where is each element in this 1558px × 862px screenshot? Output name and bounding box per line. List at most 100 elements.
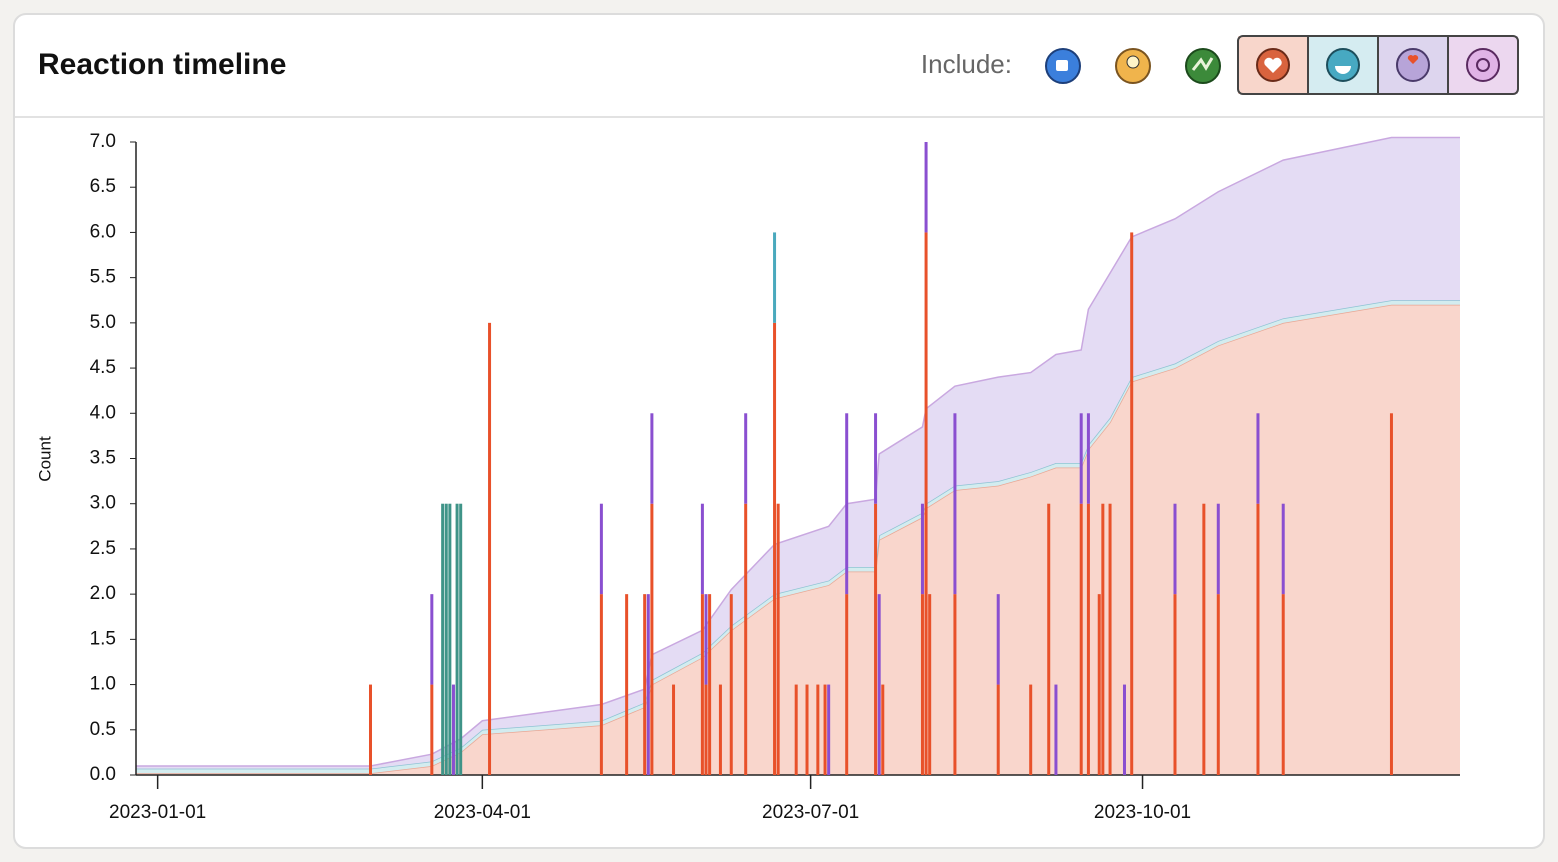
like-glyph: [1056, 60, 1068, 71]
bar: [845, 594, 849, 775]
bar: [877, 594, 881, 775]
bulb-glyph: [1126, 55, 1140, 69]
bar: [1281, 503, 1285, 595]
bar: [773, 232, 777, 323]
bar: [805, 684, 809, 775]
bar: [996, 684, 1000, 775]
bar: [448, 503, 452, 775]
bar: [1101, 503, 1105, 775]
y-tick-label: 2.0: [90, 583, 116, 604]
bar: [1202, 503, 1206, 775]
y-tick-label: 5.5: [90, 267, 116, 288]
bar: [924, 232, 928, 775]
bar: [827, 684, 831, 775]
bar: [1173, 594, 1177, 775]
bar: [1173, 503, 1177, 595]
bar: [928, 594, 932, 775]
bar: [1256, 503, 1260, 775]
bar: [1029, 684, 1033, 775]
smile-glyph: [1335, 66, 1351, 74]
bar: [1054, 684, 1058, 775]
bar: [441, 503, 445, 775]
reaction-toggle-like[interactable]: [1045, 48, 1081, 84]
bar: [599, 594, 603, 775]
bar: [1047, 503, 1051, 775]
support-glyph: [1407, 55, 1419, 64]
bar: [599, 503, 603, 595]
bar: [729, 594, 733, 775]
bar: [794, 684, 798, 775]
bar: [816, 684, 820, 775]
x-tick-label: 2023-04-01: [434, 802, 531, 823]
x-tick-label: 2023-01-01: [109, 802, 206, 823]
bar: [672, 684, 676, 775]
curious-icon: [1466, 48, 1500, 82]
reaction-toggle-insightful[interactable]: [1115, 48, 1151, 84]
y-tick-label: 6.0: [90, 221, 116, 242]
bar: [1086, 413, 1090, 504]
y-tick-label: 7.0: [90, 131, 116, 152]
bar: [430, 594, 434, 685]
y-tick-label: 4.0: [90, 402, 116, 423]
y-tick-label: 3.5: [90, 448, 116, 469]
bar: [1097, 594, 1101, 775]
y-tick-label: 5.0: [90, 312, 116, 333]
bar: [625, 594, 629, 775]
y-tick-label: 6.5: [90, 176, 116, 197]
bar: [700, 503, 704, 595]
bar: [718, 684, 722, 775]
bar: [744, 503, 748, 775]
area-edge: [136, 136, 1460, 767]
area: [136, 137, 1460, 769]
y-tick-label: 0.5: [90, 719, 116, 740]
reaction-toggle-celebrate[interactable]: [1185, 48, 1221, 84]
bar: [776, 503, 780, 775]
bar: [845, 413, 849, 595]
filter-label: Include:: [921, 49, 1012, 79]
support-icon: [1396, 48, 1430, 82]
bar: [1389, 413, 1393, 775]
bar: [996, 594, 1000, 685]
bar: [650, 503, 654, 775]
bar: [924, 142, 928, 233]
bar: [368, 684, 372, 775]
bar: [953, 413, 957, 595]
bar: [1079, 503, 1083, 775]
bar: [920, 503, 924, 595]
bar: [708, 594, 712, 775]
bar: [430, 684, 434, 775]
bar: [1256, 413, 1260, 504]
bar: [1079, 413, 1083, 504]
bar: [643, 594, 647, 775]
x-tick-label: 2023-10-01: [1094, 802, 1191, 823]
bar: [874, 413, 878, 504]
area: [136, 304, 1460, 775]
bar: [1216, 594, 1220, 775]
bar: [646, 594, 650, 775]
bar: [704, 594, 708, 685]
y-tick-label: 4.5: [90, 357, 116, 378]
bar: [459, 503, 463, 775]
x-tick-label: 2023-07-01: [762, 802, 859, 823]
bar: [444, 503, 448, 775]
curious-glyph: [1476, 58, 1490, 72]
bar: [650, 413, 654, 504]
plot: 0.0 0.5 1.0 1.5 2.0 2.5 3.0 3.5 4.0 4.5 5.0 5.5 6.0 6…: [90, 131, 1460, 823]
bar: [1108, 503, 1112, 775]
bar: [874, 503, 878, 775]
y-tick-label: 0.0: [90, 764, 116, 785]
y-tick-label: 3.0: [90, 493, 116, 514]
bar: [488, 322, 492, 775]
bar: [920, 594, 924, 775]
card-title: Reaction timeline: [38, 48, 286, 81]
bar: [1122, 684, 1126, 775]
y-tick-label: 2.5: [90, 538, 116, 559]
bar: [700, 594, 704, 775]
bar: [1130, 232, 1134, 775]
clap-glyph: [1191, 57, 1214, 71]
bar: [1086, 503, 1090, 775]
y-tick-label: 1.5: [90, 628, 116, 649]
bar: [881, 684, 885, 775]
